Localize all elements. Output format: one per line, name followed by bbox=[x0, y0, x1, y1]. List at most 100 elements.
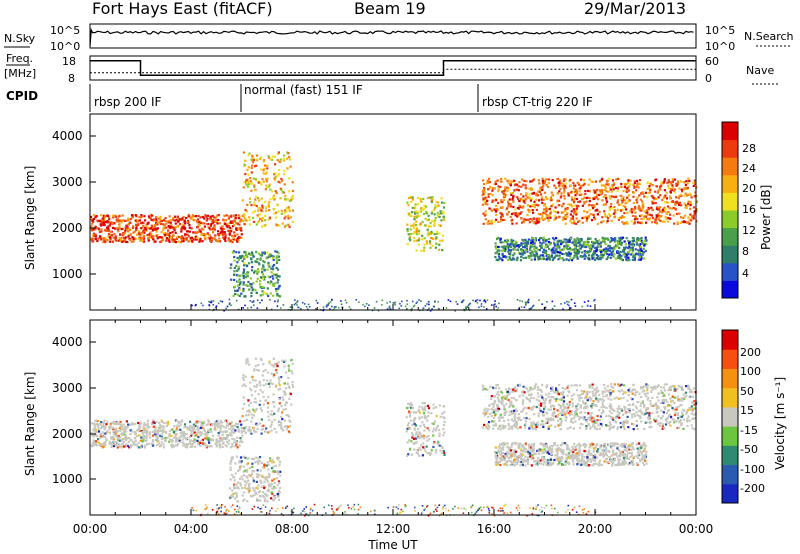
echo-cell bbox=[409, 415, 412, 418]
echo-cell bbox=[90, 229, 94, 232]
echo-cell bbox=[545, 243, 548, 246]
echo-cell bbox=[525, 194, 528, 197]
echo-cell bbox=[130, 438, 133, 441]
echo-cell bbox=[420, 436, 423, 439]
power-ytick-3000: 3000 bbox=[52, 175, 83, 189]
echo-cell bbox=[415, 229, 418, 232]
echo-cell bbox=[211, 220, 214, 224]
echo-cell bbox=[424, 205, 428, 208]
echo-cell bbox=[247, 271, 250, 274]
echo-cell bbox=[411, 198, 414, 201]
echo-cell bbox=[175, 432, 178, 436]
echo-cell bbox=[265, 292, 268, 296]
echo-cell bbox=[593, 191, 597, 194]
echo-cell bbox=[253, 210, 257, 213]
echo-cell bbox=[271, 414, 274, 417]
echo-cell bbox=[591, 257, 594, 260]
echo-cell bbox=[287, 364, 290, 367]
echo-cell bbox=[216, 443, 219, 446]
echo-cell bbox=[441, 446, 444, 449]
echo-cell bbox=[581, 216, 584, 220]
echo-cell bbox=[237, 428, 240, 431]
echo-cell bbox=[235, 214, 238, 217]
echo-cell bbox=[148, 425, 151, 429]
echo-cell bbox=[267, 406, 270, 409]
echo-cell bbox=[643, 240, 646, 243]
echo-cell bbox=[592, 400, 595, 403]
echo-cell bbox=[546, 216, 549, 220]
echo-cell bbox=[248, 474, 251, 477]
power-colorbar bbox=[721, 121, 739, 299]
echo-cell bbox=[565, 241, 568, 244]
echo-cell bbox=[134, 432, 137, 435]
echo-cell bbox=[532, 178, 535, 182]
echo-cell bbox=[251, 375, 254, 378]
echo-cell bbox=[563, 191, 566, 194]
echo-cell bbox=[615, 244, 618, 247]
echo-cell bbox=[274, 362, 277, 366]
echo-cell bbox=[618, 254, 622, 257]
echo-cell bbox=[504, 188, 507, 191]
echo-cell bbox=[208, 441, 211, 444]
echo-cell bbox=[93, 427, 96, 430]
echo-cell bbox=[229, 446, 232, 449]
echo-cell bbox=[629, 248, 632, 251]
echo-cell bbox=[669, 197, 672, 200]
echo-cell bbox=[199, 239, 202, 242]
echo-cell bbox=[231, 456, 234, 459]
echo-cell bbox=[573, 201, 576, 204]
echo-cell bbox=[272, 393, 275, 396]
echo-cell bbox=[242, 376, 245, 379]
echo-cell bbox=[199, 441, 202, 444]
echo-cell bbox=[250, 164, 254, 167]
echo-cell bbox=[629, 247, 632, 250]
echo-cell bbox=[588, 209, 591, 212]
echo-cell bbox=[583, 202, 586, 205]
echo-cell bbox=[646, 196, 649, 199]
echo-cell bbox=[268, 265, 271, 268]
echo-cell bbox=[193, 431, 196, 434]
echo-cell bbox=[196, 439, 199, 442]
echo-cell bbox=[125, 438, 128, 442]
echo-cell bbox=[669, 217, 672, 220]
echo-cell bbox=[559, 179, 562, 182]
echo-cell bbox=[506, 243, 509, 246]
echo-cell bbox=[528, 193, 531, 196]
echo-cell bbox=[270, 420, 274, 424]
echo-cell bbox=[120, 446, 123, 449]
echo-cell bbox=[550, 254, 554, 257]
echo-cell bbox=[244, 273, 247, 276]
echo-cell bbox=[238, 468, 241, 471]
echo-cell bbox=[497, 220, 500, 223]
echo-cell bbox=[605, 183, 608, 186]
echo-cell bbox=[530, 241, 533, 244]
echo-cell bbox=[259, 384, 262, 387]
echo-cell bbox=[582, 255, 585, 258]
echo-cell bbox=[542, 184, 545, 187]
echo-cell bbox=[665, 211, 668, 214]
echo-cell bbox=[283, 217, 286, 220]
echo-cell bbox=[563, 238, 566, 241]
echo-cell bbox=[190, 443, 193, 446]
echo-cell bbox=[513, 189, 516, 192]
echo-cell bbox=[249, 381, 252, 384]
echo-cell bbox=[263, 277, 266, 280]
echo-cell bbox=[542, 198, 545, 201]
echo-cell bbox=[208, 445, 211, 448]
echo-cell bbox=[616, 245, 619, 248]
echo-cell bbox=[188, 441, 191, 444]
echo-cell bbox=[494, 414, 497, 417]
echo-cell bbox=[122, 233, 125, 236]
echo-cell bbox=[677, 385, 681, 388]
echo-cell bbox=[186, 220, 189, 223]
echo-cell bbox=[230, 473, 234, 476]
echo-cell bbox=[545, 258, 548, 261]
echo-cell bbox=[201, 240, 204, 243]
echo-cell bbox=[508, 248, 511, 251]
echo-cell bbox=[265, 475, 269, 478]
echo-cell bbox=[507, 250, 510, 253]
echo-cell bbox=[559, 196, 562, 199]
echo-cell bbox=[545, 206, 548, 209]
velocity-data bbox=[90, 357, 698, 517]
echo-cell bbox=[220, 421, 224, 424]
